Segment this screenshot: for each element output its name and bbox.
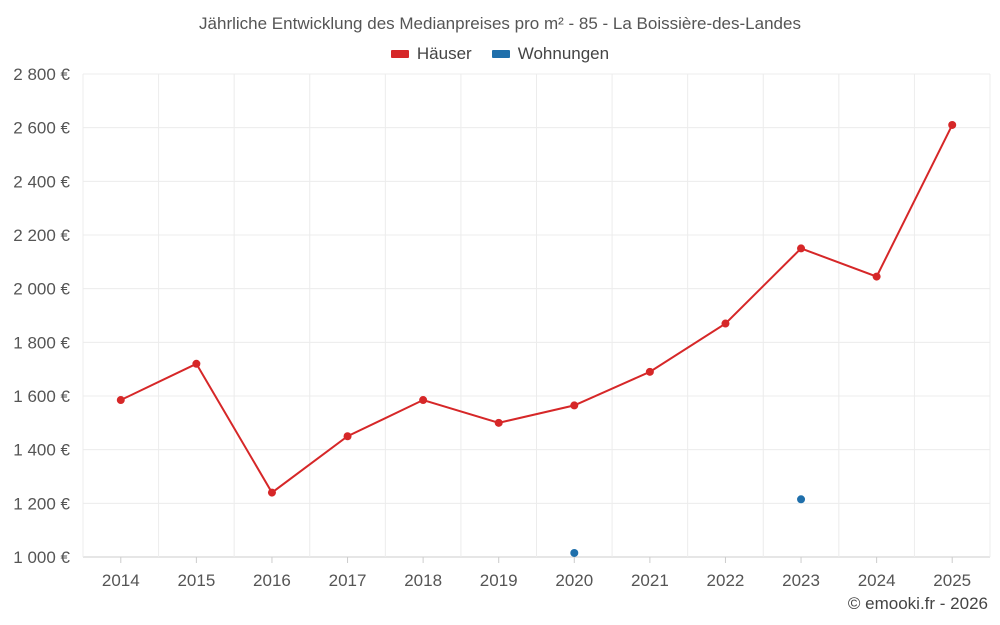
series-line-haeuser	[120, 124, 954, 495]
axis-layer: 1 000 € 1 200 € 1 400 € 1 600 € 1 800 € 2 000…	[13, 65, 971, 590]
y-tick-label: 2 200 €	[13, 226, 70, 245]
series-layer	[116, 120, 957, 557]
grid-layer	[82, 73, 991, 558]
y-tick-label: 2 000 €	[13, 280, 70, 299]
y-tick-label: 2 600 €	[13, 119, 70, 138]
data-point-haeuser	[116, 396, 125, 405]
x-tick-label: 2017	[329, 571, 367, 590]
data-point-haeuser	[948, 120, 957, 129]
footer-credit: © emooki.fr - 2026	[847, 594, 988, 613]
data-point-haeuser	[192, 359, 201, 368]
data-point-haeuser	[570, 401, 579, 410]
data-point-haeuser	[419, 396, 428, 405]
x-tick-label: 2019	[480, 571, 518, 590]
data-point-wohnungen	[570, 548, 579, 557]
data-point-wohnungen	[797, 495, 806, 504]
legend-label-haeuser: Häuser	[416, 44, 472, 63]
data-point-haeuser	[797, 244, 806, 253]
legend-swatch-wohnungen	[491, 50, 510, 58]
y-tick-label: 1 000 €	[13, 548, 70, 567]
legend-label-wohnungen: Wohnungen	[517, 44, 610, 63]
data-point-haeuser	[645, 367, 654, 376]
legend-item-wohnungen[interactable]: Wohnungen	[491, 44, 610, 64]
data-point-haeuser	[494, 418, 503, 427]
data-point-haeuser	[343, 432, 352, 441]
data-point-haeuser	[872, 272, 881, 281]
legend-swatch-haeuser	[390, 50, 409, 58]
chart-legend: Häuser Wohnungen	[0, 44, 1000, 64]
x-tick-label: 2014	[102, 571, 140, 590]
x-tick-label: 2018	[404, 571, 442, 590]
x-tick-label: 2024	[858, 571, 896, 590]
x-tick-label: 2023	[782, 571, 820, 590]
data-point-haeuser	[267, 488, 276, 497]
y-tick-label: 2 800 €	[13, 65, 70, 84]
y-tick-label: 1 600 €	[13, 387, 70, 406]
legend-item-haeuser[interactable]: Häuser	[390, 44, 472, 64]
y-tick-label: 2 400 €	[13, 172, 70, 191]
chart-title: Jährliche Entwicklung des Medianpreises …	[199, 14, 801, 33]
x-tick-label: 2021	[631, 571, 669, 590]
x-tick-label: 2015	[177, 571, 215, 590]
x-tick-label: 2020	[555, 571, 593, 590]
y-tick-label: 1 200 €	[13, 494, 70, 513]
x-tick-label: 2022	[707, 571, 745, 590]
x-tick-label: 2016	[253, 571, 291, 590]
x-tick-label: 2025	[933, 571, 971, 590]
y-tick-label: 1 800 €	[13, 333, 70, 352]
data-point-haeuser	[721, 319, 730, 328]
y-tick-label: 1 400 €	[13, 441, 70, 460]
